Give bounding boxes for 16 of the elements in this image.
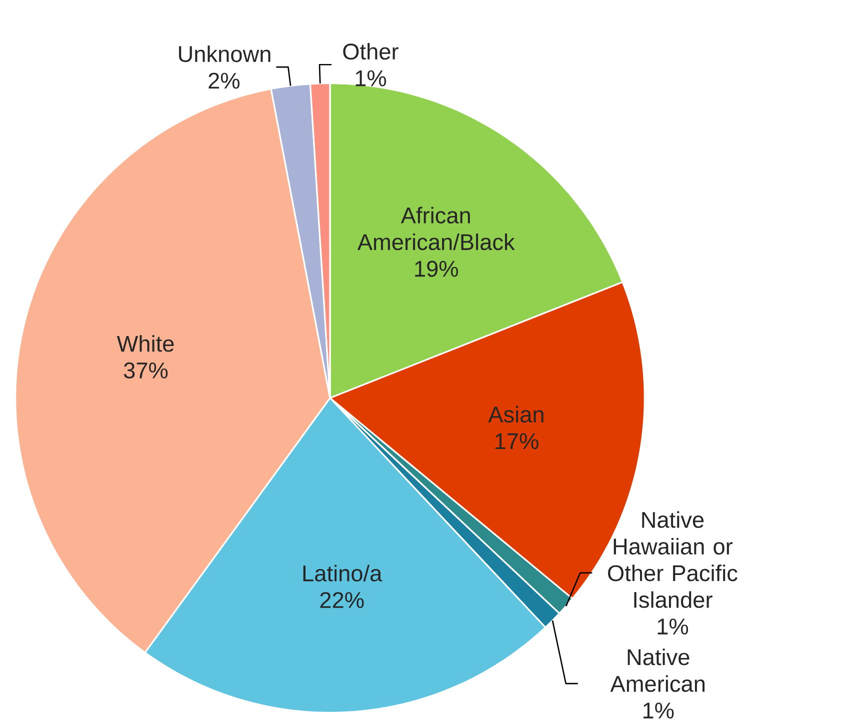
slice-label: Native American xyxy=(610,648,704,692)
data-label: 17% xyxy=(496,433,538,450)
slice-label: Unknown xyxy=(179,45,270,62)
slice-label: Latino/a xyxy=(303,564,382,582)
data-label: 22% xyxy=(320,592,364,608)
slice-label: Native Hawaiian or Other Pacific Islander xyxy=(608,511,738,608)
slice-label: White xyxy=(116,335,174,352)
slice-label: Other xyxy=(343,43,398,60)
data-label: 2% xyxy=(208,72,240,89)
data-label: 19% xyxy=(415,260,458,277)
data-label: 1% xyxy=(356,70,386,86)
slice-label: African American/Black xyxy=(357,206,515,250)
data-label: 1% xyxy=(658,618,688,634)
data-label: 37% xyxy=(124,362,168,378)
data-label: 1% xyxy=(643,702,674,718)
slice-label: Asian xyxy=(488,406,544,423)
